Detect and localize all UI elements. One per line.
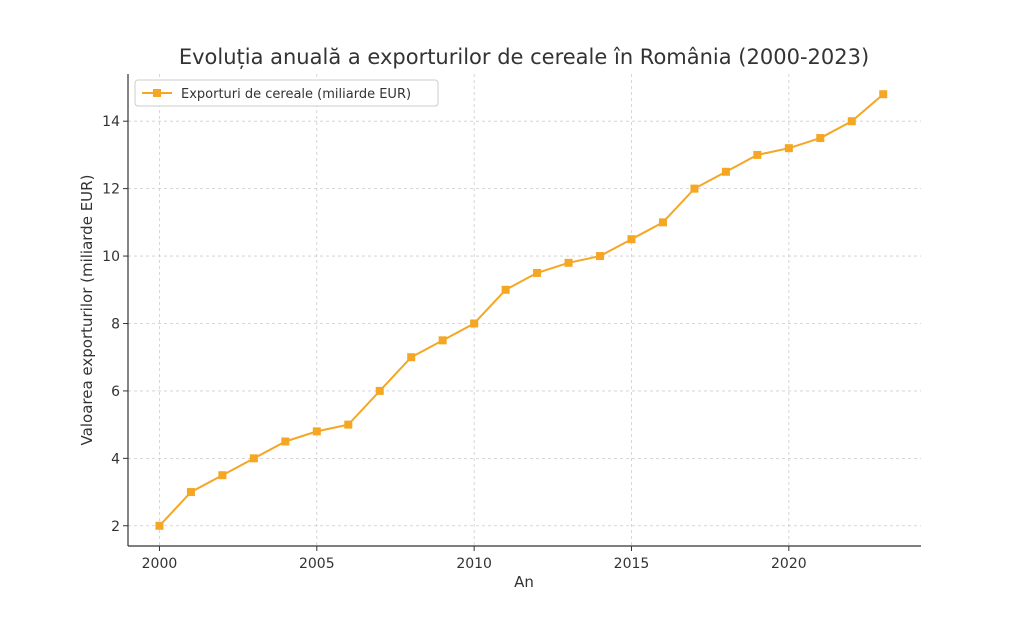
y-tick-label-0: 2 bbox=[111, 519, 120, 535]
data-point-2010 bbox=[470, 319, 479, 328]
data-point-2022 bbox=[847, 117, 856, 126]
data-point-2019 bbox=[753, 150, 762, 159]
data-point-2000 bbox=[155, 521, 164, 530]
legend-marker-swatch bbox=[153, 89, 161, 97]
data-point-2015 bbox=[627, 235, 636, 244]
data-point-2020 bbox=[784, 144, 793, 153]
data-point-2004 bbox=[281, 437, 290, 446]
data-point-2018 bbox=[721, 167, 730, 176]
data-point-2016 bbox=[658, 218, 667, 227]
y-tick-label-5: 12 bbox=[102, 182, 120, 198]
data-point-2006 bbox=[344, 420, 353, 429]
data-point-2013 bbox=[564, 258, 573, 267]
x-tick-label-0: 2000 bbox=[142, 556, 178, 572]
x-tick-label-2: 2010 bbox=[456, 556, 492, 572]
data-point-2023 bbox=[879, 90, 888, 99]
data-point-2002 bbox=[218, 471, 227, 480]
y-tick-label-4: 10 bbox=[102, 249, 120, 265]
x-tick-label-1: 2005 bbox=[299, 556, 335, 572]
data-point-2012 bbox=[533, 268, 542, 277]
data-point-2001 bbox=[186, 488, 195, 497]
series-line-0 bbox=[158, 93, 884, 527]
data-point-2014 bbox=[596, 252, 605, 261]
y-tick-label-1: 4 bbox=[111, 451, 120, 467]
data-point-2003 bbox=[249, 454, 258, 463]
data-point-2011 bbox=[501, 285, 510, 294]
grid bbox=[128, 74, 921, 546]
legend: Exporturi de cereale (miliarde EUR) bbox=[134, 79, 439, 107]
data-point-2008 bbox=[407, 353, 416, 362]
x-axis-label: An bbox=[514, 573, 534, 591]
data-point-2021 bbox=[816, 134, 825, 143]
y-axis-label: Valoarea exporturilor (miliarde EUR) bbox=[78, 175, 96, 446]
y-tick-label-6: 14 bbox=[102, 114, 120, 130]
data-point-2005 bbox=[312, 427, 321, 436]
x-tick-label-4: 2020 bbox=[771, 556, 807, 572]
legend-box bbox=[134, 79, 439, 107]
data-point-2017 bbox=[690, 184, 699, 193]
y-tick-label-2: 6 bbox=[111, 384, 120, 400]
data-point-2009 bbox=[438, 336, 447, 345]
series bbox=[155, 90, 888, 530]
ticks: 2000 2005 2010 2015 2020 2 4 6 8 10 12 14 bbox=[102, 114, 806, 572]
data-point-2007 bbox=[375, 386, 384, 395]
legend-label: Exporturi de cereale (miliarde EUR) bbox=[181, 87, 411, 102]
y-tick-label-3: 8 bbox=[111, 316, 120, 332]
chart-title: Evoluția anuală a exporturilor de cereal… bbox=[179, 45, 869, 69]
x-tick-label-3: 2015 bbox=[614, 556, 650, 572]
